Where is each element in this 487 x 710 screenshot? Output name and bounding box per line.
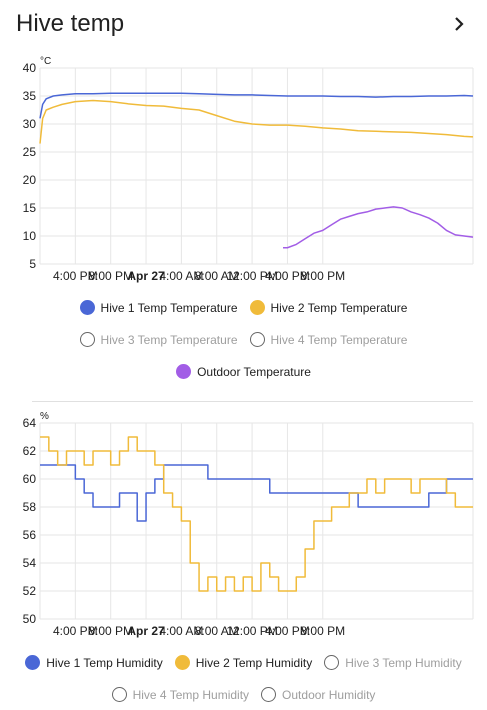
legend-label: Hive 1 Temp Temperature bbox=[100, 300, 238, 315]
legend-outdoor-temperature[interactable]: Outdoor Temperature bbox=[176, 364, 311, 379]
hive1-temperature-legend-dot bbox=[79, 300, 95, 315]
temperature-y-tick-label: 25 bbox=[23, 145, 37, 159]
temperature-x-tick-label: 8:00 AM bbox=[195, 269, 239, 283]
humidity-y-tick-label: 54 bbox=[23, 556, 37, 570]
temperature-x-tick-label: 8:00 PM bbox=[88, 269, 133, 283]
chart-divider bbox=[32, 401, 473, 402]
legend-label: Hive 2 Temp Temperature bbox=[270, 300, 408, 315]
temperature-y-tick-label: 30 bbox=[23, 117, 37, 131]
humidity-x-tick-label: Apr 27 bbox=[127, 624, 165, 638]
humidity-x-tick-label: 4:00 PM bbox=[265, 624, 310, 638]
humidity-x-tick-label: 12:00 PM bbox=[226, 624, 277, 638]
hive4-humidity-legend-dot bbox=[111, 687, 127, 702]
legend-label: Hive 2 Temp Humidity bbox=[195, 655, 313, 670]
legend-label: Outdoor Humidity bbox=[282, 687, 376, 702]
temperature-x-tick-label: 4:00 PM bbox=[265, 269, 310, 283]
legend-hive1-humidity[interactable]: Hive 1 Temp Humidity bbox=[25, 655, 163, 670]
humidity-x-tick-label: 4:00 AM bbox=[159, 624, 203, 638]
temperature-legend-row-1: Hive 1 Temp Temperature Hive 2 Temp Temp… bbox=[0, 300, 487, 315]
legend-label: Hive 1 Temp Humidity bbox=[46, 655, 163, 670]
more-info-button[interactable] bbox=[445, 10, 473, 38]
legend-hive2-temperature[interactable]: Hive 2 Temp Temperature bbox=[249, 300, 408, 315]
temperature-y-tick-label: 15 bbox=[23, 201, 37, 215]
legend-hive3-temperature[interactable]: Hive 3 Temp Temperature bbox=[79, 332, 238, 347]
humidity-legend-row-1: Hive 1 Temp Humidity Hive 2 Temp Humidit… bbox=[0, 655, 487, 670]
temperature-x-tick-label: 4:00 AM bbox=[159, 269, 203, 283]
legend-outdoor-humidity[interactable]: Outdoor Humidity bbox=[261, 687, 375, 702]
humidity-x-tick-label: 4:00 PM bbox=[53, 624, 98, 638]
legend-label: Hive 3 Temp Temperature bbox=[100, 332, 238, 347]
temperature-y-tick-label: 10 bbox=[23, 229, 37, 243]
legend-label: Outdoor Temperature bbox=[197, 364, 311, 379]
humidity-y-tick-label: 50 bbox=[23, 612, 37, 626]
outdoor-temperature-legend-dot bbox=[176, 364, 192, 379]
hive3-humidity-legend-dot bbox=[324, 655, 340, 670]
legend-hive4-humidity[interactable]: Hive 4 Temp Humidity bbox=[111, 687, 250, 702]
legend-hive1-temperature[interactable]: Hive 1 Temp Temperature bbox=[79, 300, 238, 315]
legend-label: Hive 4 Temp Temperature bbox=[270, 332, 408, 347]
humidity-x-tick-label: 8:00 PM bbox=[88, 624, 133, 638]
hive1-humidity-legend-dot bbox=[25, 655, 41, 670]
humidity-legend-row-2: Hive 4 Temp Humidity Outdoor Humidity bbox=[0, 687, 487, 702]
temperature-unit-label: °C bbox=[40, 56, 51, 67]
temperature-x-tick-label: 8:00 PM bbox=[300, 269, 345, 283]
temperature-series-line-0[interactable] bbox=[39, 92, 474, 119]
humidity-y-tick-label: 64 bbox=[23, 416, 37, 430]
temperature-legend-row-2: Hive 3 Temp Temperature Hive 4 Temp Temp… bbox=[0, 332, 487, 347]
hive2-temperature-legend-dot bbox=[249, 300, 265, 315]
hive3-temperature-legend-dot bbox=[79, 332, 95, 347]
legend-hive2-humidity[interactable]: Hive 2 Temp Humidity bbox=[174, 655, 313, 670]
hive2-humidity-legend-dot bbox=[174, 655, 190, 670]
legend-label: Hive 3 Temp Humidity bbox=[345, 655, 462, 670]
temperature-y-tick-label: 35 bbox=[23, 89, 37, 103]
temperature-x-tick-label: Apr 27 bbox=[127, 269, 165, 283]
temperature-x-tick-label: 12:00 PM bbox=[226, 269, 277, 283]
temperature-y-tick-label: 40 bbox=[23, 61, 37, 75]
humidity-x-tick-label: 8:00 AM bbox=[195, 624, 239, 638]
temperature-y-tick-label: 20 bbox=[23, 173, 37, 187]
temperature-legend-row-3: Outdoor Temperature bbox=[0, 364, 487, 379]
humidity-y-tick-label: 62 bbox=[23, 444, 37, 458]
humidity-unit-label: % bbox=[40, 411, 49, 422]
hive4-temperature-legend-dot bbox=[249, 332, 265, 347]
humidity-series-line-0[interactable] bbox=[40, 464, 473, 522]
humidity-x-tick-label: 8:00 PM bbox=[300, 624, 345, 638]
humidity-y-tick-label: 52 bbox=[23, 584, 37, 598]
humidity-series-line-1[interactable] bbox=[40, 436, 473, 592]
temperature-series-line-1[interactable] bbox=[39, 99, 474, 144]
humidity-y-tick-label: 60 bbox=[23, 472, 37, 486]
temperature-series-line-4[interactable] bbox=[283, 206, 474, 249]
legend-hive3-humidity[interactable]: Hive 3 Temp Humidity bbox=[324, 655, 462, 670]
card-title: Hive temp bbox=[16, 10, 125, 37]
humidity-y-tick-label: 58 bbox=[23, 500, 37, 514]
legend-hive4-temperature[interactable]: Hive 4 Temp Temperature bbox=[249, 332, 408, 347]
legend-label: Hive 4 Temp Humidity bbox=[132, 687, 250, 702]
chevron-right-icon bbox=[455, 17, 464, 31]
outdoor-humidity-legend-dot bbox=[261, 687, 277, 702]
temperature-x-tick-label: 4:00 PM bbox=[53, 269, 98, 283]
temperature-y-tick-label: 5 bbox=[29, 257, 36, 271]
humidity-y-tick-label: 56 bbox=[23, 528, 37, 542]
